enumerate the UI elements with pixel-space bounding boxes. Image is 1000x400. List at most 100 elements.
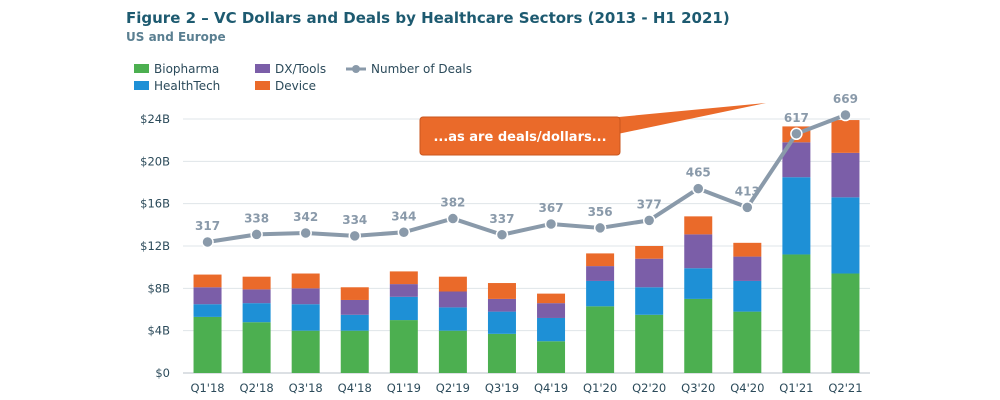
deals-data-label: 413: [735, 184, 760, 198]
bar-segment: [291, 288, 320, 305]
deals-point: [839, 108, 852, 122]
x-tick-label: Q3'20: [681, 381, 715, 395]
bar-segment: [389, 320, 418, 373]
bar-segment: [487, 298, 516, 312]
bar-segment: [635, 314, 664, 373]
y-tick-label: $8B: [147, 281, 170, 295]
x-tick-label: Q1'21: [779, 381, 813, 395]
bar-segment: [586, 253, 615, 267]
deals-data-label: 334: [342, 213, 367, 227]
deals-point: [348, 229, 361, 243]
bar-segment: [438, 276, 467, 292]
deals-point: [446, 212, 460, 225]
deals-point: [495, 228, 509, 242]
y-tick-label: $0: [155, 366, 170, 380]
bar-segment: [389, 284, 418, 297]
x-tick-label: Q2'20: [632, 381, 666, 395]
bar-segment: [684, 268, 713, 299]
legend-swatch: [255, 81, 270, 90]
deals-data-label: 342: [293, 210, 318, 224]
bar-segment: [635, 258, 664, 288]
deals-data-label: 356: [588, 205, 613, 219]
bar-segment: [782, 177, 811, 255]
bar-segment: [291, 330, 320, 373]
bar-segment: [291, 304, 320, 331]
deals-point: [397, 226, 411, 239]
x-tick-label: Q3'18: [289, 381, 323, 395]
legend-label: HealthTech: [154, 79, 220, 93]
deals-data-label: 338: [244, 211, 269, 225]
deals-point: [593, 221, 607, 235]
bar-segment: [537, 341, 566, 373]
bar-segment: [537, 303, 566, 318]
x-tick-label: Q2'18: [240, 381, 274, 395]
y-tick-label: $24B: [140, 112, 170, 126]
legend-label: Device: [275, 79, 316, 93]
bar-segment: [389, 271, 418, 285]
legend-label: Biopharma: [154, 62, 219, 76]
deals-point: [790, 127, 803, 141]
deals-data-label: 617: [784, 111, 809, 125]
legend-label: Number of Deals: [371, 62, 472, 76]
x-tick-label: Q1'19: [387, 381, 421, 395]
bar-segment: [733, 256, 762, 281]
bar-segment: [389, 296, 418, 321]
x-tick-label: Q4'18: [338, 381, 372, 395]
bar-segment: [537, 293, 566, 304]
deals-data-label: 344: [391, 209, 416, 223]
bar-segment: [340, 299, 369, 315]
bar-segment: [193, 316, 222, 373]
bar-segment: [438, 307, 467, 331]
x-tick-label: Q3'19: [485, 381, 519, 395]
bar-segment: [635, 246, 664, 259]
bar-segment: [193, 304, 222, 317]
chart-subtitle: US and Europe: [126, 30, 226, 44]
bar-segment: [438, 330, 467, 373]
deals-point: [201, 235, 214, 249]
bar-segment: [733, 242, 762, 257]
deals-data-label: 337: [489, 212, 514, 226]
bar-segment: [733, 311, 762, 373]
bar-segment: [340, 330, 369, 373]
bar-segment: [684, 298, 713, 373]
deals-data-label: 669: [833, 92, 858, 106]
bar-segment: [291, 273, 320, 289]
deals-point: [741, 201, 754, 214]
legend-line-marker: [352, 65, 360, 73]
bar-segment: [782, 254, 811, 373]
bar-segment: [537, 317, 566, 342]
x-tick-label: Q1'18: [190, 381, 224, 395]
bar-segment: [193, 274, 222, 288]
chart-title: Figure 2 – VC Dollars and Deals by Healt…: [126, 9, 730, 27]
bar-segment: [586, 306, 615, 373]
bar-segment: [684, 234, 713, 269]
bar-segment: [586, 266, 615, 281]
x-tick-label: Q4'19: [534, 381, 568, 395]
deals-data-label: 382: [440, 196, 465, 210]
bar-segment: [684, 216, 713, 235]
y-tick-label: $16B: [140, 197, 170, 211]
bar-segment: [831, 152, 860, 198]
callout-text: ...as are deals/dollars...: [433, 130, 606, 145]
legend-swatch: [134, 64, 149, 73]
deals-point: [250, 228, 263, 241]
callout-pointer: [608, 103, 766, 136]
bar-segment: [487, 311, 516, 334]
deals-line: [207, 113, 847, 244]
callout-box: [419, 116, 621, 156]
legend-label: DX/Tools: [275, 62, 326, 76]
x-tick-label: Q2'19: [436, 381, 470, 395]
bar-segment: [586, 280, 615, 307]
y-tick-label: $20B: [140, 154, 170, 168]
deals-point: [544, 217, 558, 231]
x-tick-label: Q1'20: [583, 381, 617, 395]
bar-segment: [487, 333, 516, 373]
deals-data-label: 367: [539, 201, 564, 215]
bar-segment: [340, 287, 369, 300]
bar-segment: [635, 287, 664, 315]
bar-segment: [193, 287, 222, 305]
bar-segment: [242, 289, 271, 304]
bar-segment: [733, 280, 762, 312]
bar-segment: [438, 291, 467, 308]
